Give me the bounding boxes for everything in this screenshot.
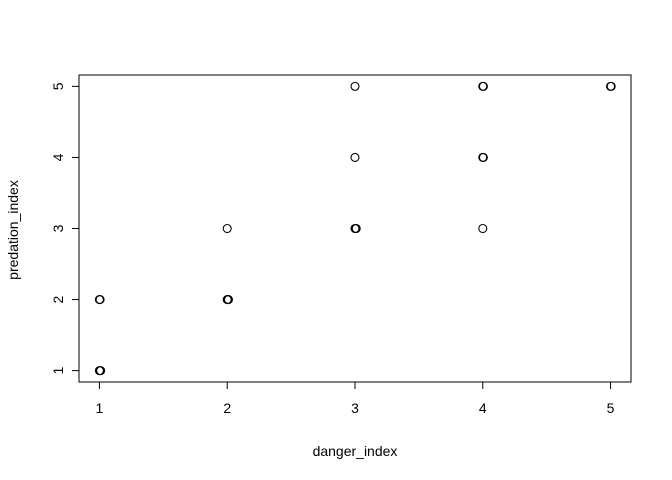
plot-frame (78, 74, 632, 383)
x-tick-label: 2 (223, 400, 231, 416)
data-point (223, 295, 233, 305)
x-tick-label: 1 (96, 400, 104, 416)
data-point (478, 152, 488, 162)
y-axis: 1 2 3 4 5 (50, 82, 80, 375)
y-tick-label: 4 (50, 153, 66, 161)
data-point (350, 152, 360, 162)
data-point (478, 223, 488, 234)
y-tick-label: 3 (50, 224, 66, 232)
data-point (606, 81, 616, 91)
y-tick-label: 5 (50, 82, 66, 90)
data-point (350, 81, 360, 91)
y-tick-label: 2 (50, 295, 66, 303)
y-axis-title: predation_index (5, 180, 21, 280)
x-axis: 1 2 3 4 5 (96, 381, 615, 416)
data-point (351, 223, 361, 234)
data-point (478, 81, 488, 91)
data-point (222, 223, 232, 234)
x-tick-label: 4 (479, 400, 487, 416)
x-axis-title: danger_index (313, 443, 398, 459)
data-point (96, 366, 106, 376)
x-tick-label: 5 (607, 400, 615, 416)
data-points (94, 81, 616, 376)
y-tick-label: 1 (50, 367, 66, 375)
data-point (95, 295, 105, 305)
x-tick-label: 3 (351, 400, 359, 416)
